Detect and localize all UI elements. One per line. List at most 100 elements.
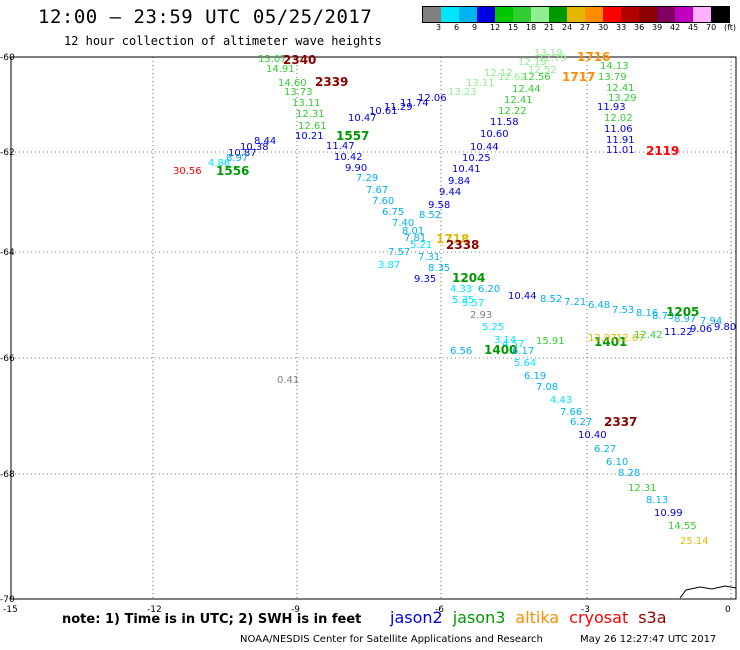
- wave-height-label: 10.38: [240, 142, 269, 153]
- wave-height-label: 8.44: [254, 136, 276, 147]
- wave-height-label: 10.47: [348, 113, 377, 124]
- map-frame: [10, 56, 737, 600]
- wave-height-label: 5.25: [482, 322, 504, 333]
- y-tick-label: -68: [0, 470, 15, 480]
- pass-time-label: 2337: [604, 415, 637, 429]
- x-tick-label: -3: [581, 605, 590, 615]
- wave-height-label: 12.52: [528, 65, 557, 76]
- legend-label: 24: [562, 23, 573, 32]
- pass-time-label: 1557: [336, 129, 369, 143]
- wave-height-label: 12.02: [604, 113, 633, 124]
- wave-height-label: 6.19: [524, 371, 546, 382]
- pass-time-label: 1205: [666, 305, 699, 319]
- wave-height-label: 8.52: [419, 210, 441, 221]
- wave-height-label: 11.22: [664, 327, 693, 338]
- legend-swatch: [639, 7, 657, 22]
- wave-height-label: 12.79: [538, 53, 567, 64]
- wave-height-label: 14.60: [278, 78, 307, 89]
- satellite-s3a-label: s3a: [638, 608, 667, 627]
- wave-height-label: 2.93: [470, 310, 492, 321]
- wave-height-label: 6.48: [588, 300, 610, 311]
- legend-label: 18: [526, 23, 537, 32]
- wave-height-label: 25.14: [680, 536, 709, 547]
- legend-label: 21: [544, 23, 555, 32]
- legend-swatch: [621, 7, 639, 22]
- x-tick-label: -9: [291, 605, 300, 615]
- map-subtitle: 12 hour collection of altimeter wave hei…: [64, 34, 382, 48]
- wave-height-label: 12.12: [484, 68, 513, 79]
- wave-height-label: 11.06: [604, 124, 633, 135]
- wave-height-label: 5.21: [410, 240, 432, 251]
- x-tick-label: -6: [435, 605, 444, 615]
- x-tick-label: -12: [147, 605, 162, 615]
- wave-height-label: 10.21: [295, 131, 324, 142]
- satellite-altika-label: altika: [515, 608, 560, 627]
- wave-height-label: 4.33: [450, 284, 472, 295]
- wave-height-label: 13.11: [466, 78, 495, 89]
- wave-height-label: 10.87: [228, 148, 257, 159]
- wave-height-label: 8.97: [226, 153, 248, 164]
- wave-height-label: 4.57: [502, 339, 524, 350]
- legend-swatch: [441, 7, 459, 22]
- wave-height-label: 8.52: [540, 294, 562, 305]
- wave-height-label: 9.06: [690, 324, 712, 335]
- legend-swatch: [585, 7, 603, 22]
- wave-height-label: 14.91: [266, 64, 295, 75]
- wave-height-label: 8.35: [428, 263, 450, 274]
- wave-height-label: 4.43: [550, 395, 572, 406]
- wave-height-label: 10.41: [452, 164, 481, 175]
- legend-label: 12: [490, 23, 501, 32]
- wave-height-label: 7.31: [418, 252, 440, 263]
- wave-height-label: 15.07: [258, 54, 287, 65]
- wave-height-label: 12.67: [616, 333, 645, 344]
- legend-swatch: [675, 7, 693, 22]
- wave-height-label: 14.55: [668, 521, 697, 532]
- color-legend-labels: 3 6 9 12 15 18 21 24 27 30 33 36 39 42 45 70 (ft): [422, 23, 736, 35]
- wave-height-label: 7.53: [612, 305, 634, 316]
- wave-height-label: 30.56: [173, 166, 202, 177]
- wave-height-label: 7.66: [560, 407, 582, 418]
- wave-height-label: 12.62: [498, 72, 527, 83]
- satellite-legend: jason2 jason3 altika cryosat s3a: [390, 608, 667, 627]
- wave-height-label: 7.60: [372, 196, 394, 207]
- wave-height-label: 7.08: [536, 382, 558, 393]
- wave-height-label: 11.47: [326, 141, 355, 152]
- wave-height-label: 13.29: [608, 93, 637, 104]
- wave-height-label: 12.61: [298, 121, 327, 132]
- pass-time-label: 2340: [283, 53, 316, 67]
- pass-time-label: 2119: [646, 144, 679, 158]
- legend-label: 70: [706, 23, 717, 32]
- wave-height-label: 12.22: [498, 106, 527, 117]
- wave-height-label: 12.56: [522, 72, 551, 83]
- wave-height-label: 8.28: [618, 468, 640, 479]
- legend-label: 42: [670, 23, 681, 32]
- legend-swatch: [477, 7, 495, 22]
- wave-height-label: 10.25: [462, 153, 491, 164]
- wave-height-label: 6.10: [606, 457, 628, 468]
- wave-height-label: 13.23: [448, 87, 477, 98]
- wave-height-label: 11.91: [606, 135, 635, 146]
- coastline: [679, 585, 737, 599]
- legend-swatch: [657, 7, 675, 22]
- x-tick-label: 0: [725, 605, 731, 615]
- satellite-cryosat-label: cryosat: [569, 608, 629, 627]
- wave-height-label: 9.44: [439, 187, 461, 198]
- legend-swatch: [495, 7, 513, 22]
- wave-height-label: 11.29: [384, 102, 413, 113]
- legend-swatch: [549, 7, 567, 22]
- wave-height-label: 7.94: [700, 316, 722, 327]
- axis-ticks: -15 -12 -9 -6 -3 0 -60 -62 -64 -66 -68 -70: [0, 53, 731, 615]
- wave-height-label: 11.74: [400, 98, 429, 109]
- legend-swatch: [693, 7, 711, 22]
- wave-height-label: 12.31: [296, 109, 325, 120]
- wave-height-label: 9.35: [414, 274, 436, 285]
- wave-height-label: 10.42: [334, 152, 363, 163]
- wave-height-label: 12.41: [504, 95, 533, 106]
- pass-time-label: 1718: [436, 232, 469, 246]
- satellite-jason3-label: jason3: [452, 608, 506, 627]
- y-tick-label: -60: [0, 53, 15, 63]
- wave-height-label: 4.86: [208, 158, 230, 169]
- wave-height-label: 10.40: [578, 430, 607, 441]
- x-tick-label: -15: [3, 605, 18, 615]
